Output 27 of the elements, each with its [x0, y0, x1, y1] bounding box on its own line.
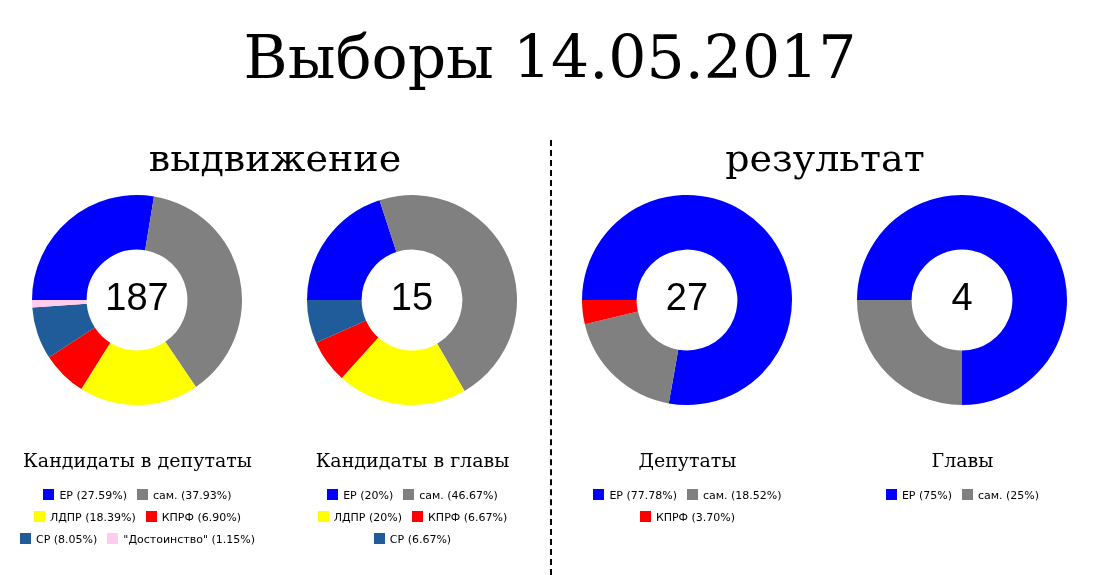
- text: Депутаты: [637, 449, 738, 471]
- legend-label: "Достоинство" (1.15%): [122, 532, 255, 548]
- text: 4: [951, 276, 973, 319]
- legend-label: ЕР (75%): [900, 488, 952, 504]
- chart-subtitle: результат: [724, 136, 926, 180]
- text: Кандидаты в депутаты: [22, 449, 253, 471]
- legend-label: ЕР (20%): [342, 488, 394, 504]
- text: Кандидаты в главы: [314, 449, 511, 471]
- legend-label: КПРФ (6.90%): [160, 510, 241, 526]
- legend-label: ЛДПР (18.39%): [49, 510, 136, 526]
- legend-label: сам. (37.93%): [152, 488, 232, 504]
- legend-label: сам. (46.67%): [418, 488, 498, 504]
- text: 15: [390, 276, 434, 319]
- legend-label: КПРФ (3.70%): [654, 510, 736, 526]
- legend-label: ЛДПР (20%): [332, 510, 403, 526]
- legend-label: ЕР (27.59%): [58, 488, 127, 504]
- legend-label: КПРФ (6.67%): [427, 510, 508, 526]
- legend-label: СР (8.05%): [35, 532, 98, 548]
- text: 27: [665, 276, 709, 319]
- text: Выборы 14.05.2017: [242, 22, 858, 92]
- legend-label: ЕР (77.78%): [608, 488, 677, 504]
- text: Главы: [930, 449, 995, 471]
- legend-label: сам. (18.52%): [702, 488, 782, 504]
- chart-subtitle: выдвижение: [147, 136, 403, 180]
- text: 187: [105, 276, 169, 319]
- legend-label: сам. (25%): [977, 488, 1040, 504]
- legend-label: СР (6.67%): [388, 532, 452, 548]
